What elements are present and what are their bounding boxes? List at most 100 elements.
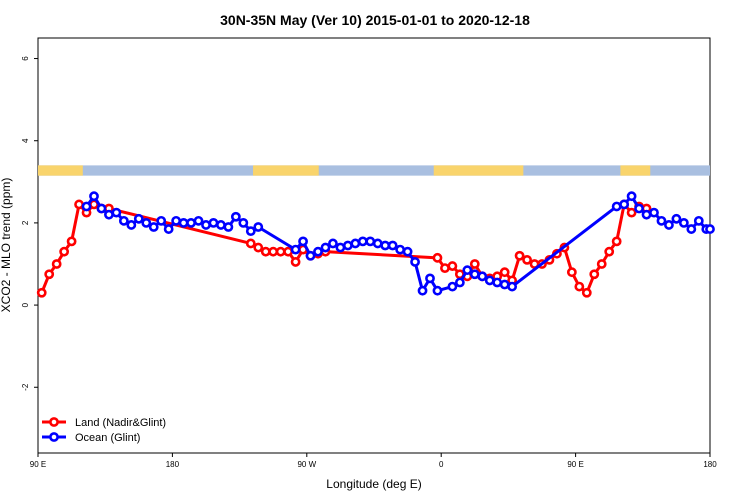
series-1-point-21	[238, 218, 249, 228]
series-1-point-7	[133, 213, 144, 224]
axes: 90 E 180 90 W 0 90 E 180 -2 0 2 4 6	[21, 56, 717, 469]
series-1-point-39	[402, 246, 413, 257]
series-1-point-27	[313, 246, 323, 257]
series-1-point-24	[290, 244, 301, 255]
ocean-band	[38, 165, 710, 176]
series-1-point-53	[611, 201, 622, 212]
series-1-point-42	[425, 273, 435, 284]
series-0-point-32	[514, 250, 525, 261]
series-0-point-42	[589, 269, 600, 280]
land-ocean-strip	[38, 165, 710, 176]
series-0-point-30	[499, 267, 510, 278]
series-1-point-22	[245, 226, 256, 237]
series-0-point-22	[440, 263, 450, 273]
series-1-point-28	[320, 242, 331, 253]
series-1-point-10	[156, 215, 167, 226]
series-1-point-25	[298, 236, 308, 247]
series-1-point-6	[126, 220, 137, 230]
series-1-point-38	[395, 244, 406, 255]
series-1-point-11	[163, 224, 174, 234]
series-1-point-43	[432, 285, 443, 296]
land-segment-2	[433, 165, 524, 176]
series-1-point-23	[253, 222, 264, 232]
series-1-point-63	[686, 224, 697, 234]
chart-title: 30N-35N May (Ver 10) 2015-01-01 to 2020-…	[220, 12, 530, 28]
series-0-point-2	[51, 259, 62, 269]
series-0-point-4	[66, 236, 77, 247]
series-1-point-19	[223, 222, 234, 232]
series-1-point-18	[216, 220, 226, 230]
x-tick-label-4: 90 E	[567, 460, 583, 469]
series-1-point-51	[499, 279, 510, 290]
series-1-point-59	[656, 215, 667, 226]
series-1-point-62	[678, 218, 689, 228]
series-1-point-54	[619, 199, 630, 210]
series-1-point-3	[104, 209, 114, 220]
series-0-point-11	[253, 242, 264, 253]
series-0-point-21	[432, 252, 443, 263]
x-tick-label-3: 0	[439, 460, 444, 469]
series-1-point-33	[357, 236, 368, 247]
series-1-point-57	[641, 209, 652, 220]
series-1-point-9	[148, 222, 159, 232]
series-0-point-16	[290, 257, 301, 267]
plot-frame	[37, 37, 711, 454]
series-1-point-15	[193, 215, 204, 226]
series-1-point-45	[454, 277, 465, 288]
series-1-point-26	[305, 250, 316, 261]
y-tick-label-2: 2	[21, 220, 30, 225]
series-1-point-29	[328, 238, 338, 249]
series-1-point-32	[350, 238, 361, 249]
series-1-point-2	[96, 203, 107, 214]
legend-label-1: Ocean (Glint)	[75, 432, 140, 444]
series-1-point-66	[705, 224, 715, 234]
series-1-point-61	[671, 213, 682, 224]
y-tick-label-0: -2	[21, 383, 30, 391]
y-axis-label: XCO2 - MLO trend (ppm)	[0, 178, 13, 313]
series-1-point-5	[118, 215, 129, 226]
series-1-point-52	[507, 281, 518, 292]
legend-marker-0	[49, 417, 59, 427]
series-0-point-40	[574, 281, 585, 292]
series-1-point-20	[230, 211, 241, 222]
series-1-point-13	[178, 218, 189, 228]
series-1-point-58	[649, 207, 659, 218]
series-0-point-13	[268, 246, 279, 257]
series-0-point-26	[469, 259, 480, 269]
series-0-point-45	[611, 236, 622, 247]
series-0-point-0	[36, 287, 47, 298]
y-tick-label-4: 6	[21, 56, 30, 61]
series-1-point-41	[417, 285, 428, 296]
legend-label-0: Land (Nadir&Glint)	[75, 417, 166, 429]
series-1-point-35	[372, 238, 383, 249]
series-0-point-41	[581, 287, 592, 298]
series-1-point-56	[634, 203, 644, 214]
series-0-point-3	[59, 246, 70, 257]
series-0-point-44	[604, 246, 615, 257]
series-0-point-15	[283, 246, 294, 257]
series-1-point-4	[111, 207, 122, 218]
series-1-point-49	[484, 275, 495, 286]
series-0-point-43	[596, 259, 607, 269]
series-0-point-14	[275, 246, 286, 257]
series-1-point-60	[664, 220, 674, 230]
series-0-point-33	[522, 254, 532, 265]
series-1-point-17	[208, 218, 219, 228]
series-0-point-39	[566, 267, 577, 278]
series-1-point-14	[186, 218, 196, 228]
series-0-point-10	[245, 238, 256, 249]
land-segment-0	[38, 165, 83, 176]
series-1-point-12	[171, 215, 182, 226]
y-tick-label-1: 0	[21, 302, 30, 307]
series-1-point-37	[387, 240, 398, 251]
series-1-point-47	[469, 269, 480, 280]
series-1-point-0	[81, 201, 92, 212]
x-tick-label-1: 180	[166, 460, 180, 469]
series-1-point-40	[410, 257, 420, 267]
series-1-point-8	[141, 218, 152, 228]
x-tick-label-0: 90 E	[30, 460, 46, 469]
series-1-point-16	[201, 220, 211, 230]
x-tick-label-5: 180	[703, 460, 717, 469]
